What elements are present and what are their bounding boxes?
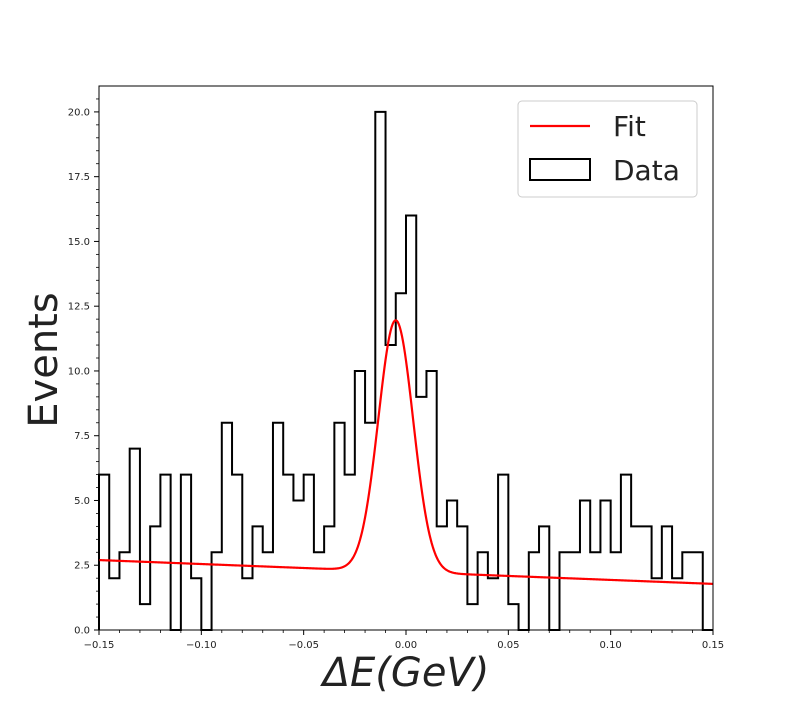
legend-data-label: Data [613, 154, 680, 187]
y-tick-label: 10.0 [68, 366, 90, 377]
x-tick-label: 0.00 [395, 640, 417, 651]
x-tick-label: −0.05 [288, 640, 319, 651]
y-tick-label: 20.0 [68, 107, 90, 118]
plot-frame [98, 85, 714, 631]
y-axis-title: Events [21, 292, 67, 427]
x-tick-label: −0.10 [186, 640, 217, 651]
x-tick-label: 0.15 [702, 640, 724, 651]
y-tick-label: 0.0 [74, 626, 90, 637]
y-tick-label: 17.5 [68, 172, 90, 183]
x-axis-ticks: −0.15 −0.10 −0.05 0.00 0.05 0.10 0.15 [84, 630, 724, 651]
y-tick-label: 15.0 [68, 237, 90, 248]
legend-fit-label: Fit [613, 110, 646, 143]
y-tick-label: 2.5 [74, 561, 90, 572]
y-tick-label: 5.0 [74, 496, 90, 507]
x-tick-label: 0.05 [497, 640, 519, 651]
legend: Fit Data [517, 100, 698, 198]
x-tick-label: 0.10 [600, 640, 622, 651]
x-axis-title: ΔE(GeV) [320, 650, 490, 696]
legend-data-swatch [529, 158, 591, 181]
y-tick-label: 12.5 [68, 302, 90, 313]
y-axis-ticks: 0.0 2.5 5.0 7.5 10.0 12.5 15.0 17.5 20.0 [68, 98, 99, 637]
fit-curve-series [98, 319, 714, 585]
y-tick-label: 7.5 [74, 431, 90, 442]
x-tick-label: −0.15 [84, 640, 115, 651]
